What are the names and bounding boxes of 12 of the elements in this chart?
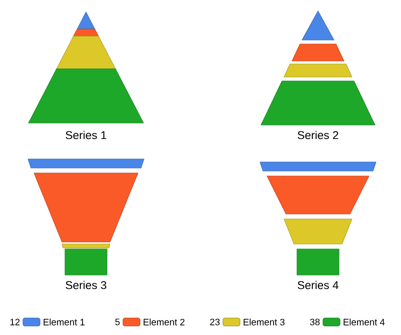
data-label: 12 <box>10 318 20 326</box>
category-label: Element 1 <box>44 318 84 326</box>
category-label: Element 2 <box>144 318 184 326</box>
data-label: 5 <box>115 318 120 326</box>
text: Series 1 <box>66 130 106 140</box>
data-label: 23 <box>210 318 220 326</box>
text: Series 3 <box>66 280 106 290</box>
category-label: Element 3 <box>244 318 285 326</box>
text: Series 2 <box>298 130 338 140</box>
data-label: 38 <box>310 318 320 326</box>
text: Series 4 <box>298 280 338 290</box>
category-label: Element 4 <box>344 318 385 326</box>
